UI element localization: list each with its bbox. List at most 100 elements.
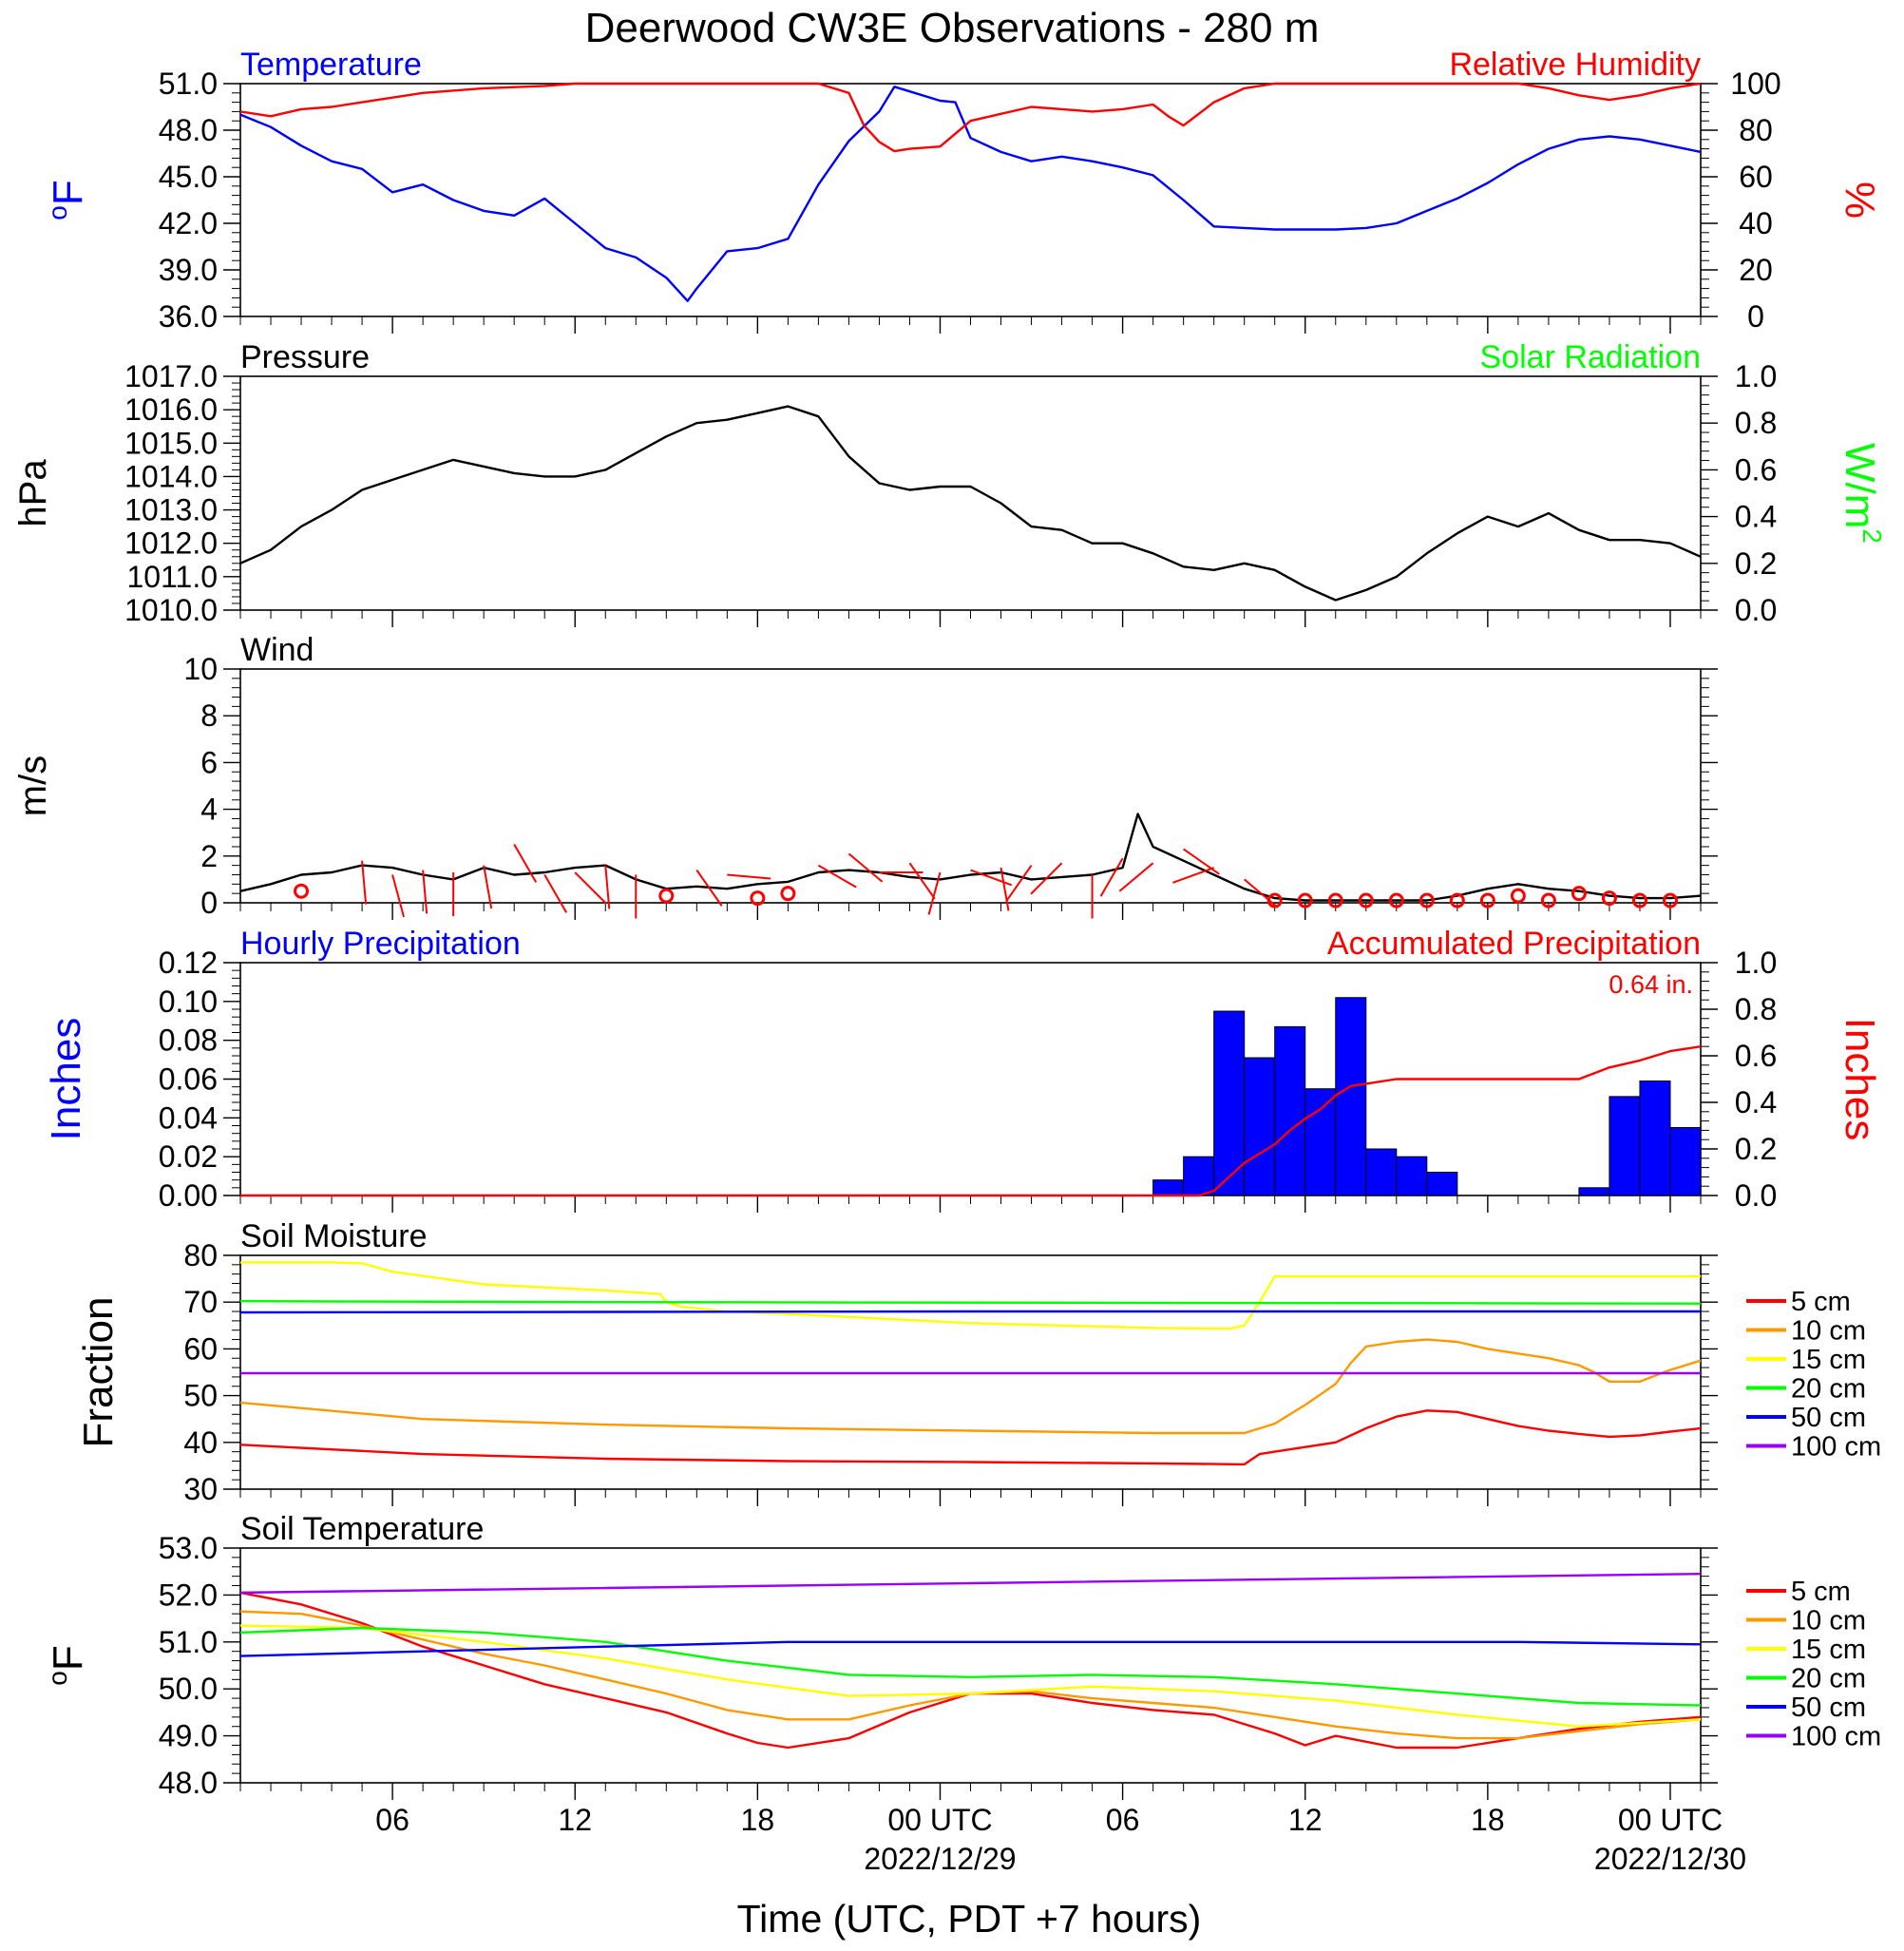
- series-line-50cm: [239, 1640, 1702, 1657]
- precip-bar: [1365, 1148, 1398, 1196]
- y-tick-label: 49.0: [159, 1719, 218, 1753]
- y-tick-label: 51.0: [159, 1625, 218, 1659]
- legend-label: 100 cm: [1791, 1722, 1881, 1752]
- legend-label: 20 cm: [1791, 1664, 1866, 1694]
- x-tick-label: 00 UTC: [1618, 1803, 1723, 1837]
- y-axis-label: m/s: [12, 756, 54, 816]
- legend-label: 15 cm: [1791, 1635, 1866, 1665]
- panel-temp_rh: 36.0 39.0 42.0 45.0 48.0 51.0 0 20 40 60 80 100 Temp…: [43, 47, 1883, 334]
- wind-barb: [817, 864, 857, 889]
- wind-calm-marker: [658, 888, 675, 904]
- x-tick-label: 12: [1288, 1803, 1323, 1837]
- y-tick-label: 30: [183, 1472, 218, 1506]
- wind-calm-marker: [1631, 892, 1647, 909]
- wind-barb: [1005, 865, 1033, 902]
- panel-title-right: Solar Radiation: [1480, 339, 1701, 375]
- wind-calm-marker: [1388, 892, 1404, 909]
- panel-soil_moisture: 30 40 50 60 70 80 Soil Moisture Fraction 5 cm10 …: [75, 1218, 1881, 1506]
- precip-bar: [1578, 1187, 1610, 1196]
- y-tick-label: 8: [200, 698, 218, 733]
- precip-bar: [1639, 1081, 1671, 1196]
- y2-tick-label: 60: [1739, 160, 1773, 194]
- y2-tick-label: 0.2: [1735, 1132, 1777, 1166]
- y2-tick-label: 0.6: [1735, 452, 1777, 487]
- y-tick-label: 52.0: [159, 1578, 218, 1612]
- accumulated-total-label: 0.64 in.: [1609, 970, 1693, 999]
- wind-barb: [361, 860, 368, 905]
- y-tick-label: 6: [200, 745, 218, 779]
- wind-barb: [1030, 862, 1063, 895]
- y2-axis-label: Inches: [1837, 1018, 1883, 1141]
- legend-label: 50 cm: [1791, 1403, 1866, 1433]
- wind-calm-marker: [1449, 892, 1465, 909]
- wind-barb: [1244, 878, 1279, 909]
- wind-calm-marker: [1662, 892, 1678, 909]
- y2-tick-label: 100: [1730, 67, 1780, 101]
- wind-calm-marker: [780, 886, 796, 902]
- wind-barb: [695, 869, 723, 907]
- wind-calm-marker: [1358, 892, 1374, 909]
- panel-title-left: Wind: [240, 632, 314, 668]
- x-tick-label: 06: [1106, 1803, 1140, 1837]
- series-line-5cm: [239, 1409, 1702, 1466]
- y-tick-label: 48.0: [159, 1766, 218, 1800]
- y-tick-label: 48.0: [159, 113, 218, 147]
- legend-label: 10 cm: [1791, 1316, 1866, 1347]
- x-tick-label: 06: [375, 1803, 409, 1837]
- y-axis-label: oF: [43, 180, 91, 220]
- y-tick-label: 1015.0: [124, 426, 218, 460]
- panel-title-left: Pressure: [240, 339, 370, 375]
- wind-barb: [513, 843, 538, 883]
- panels-group: 36.039.042.045.048.051.0020406080100Temp…: [12, 47, 1887, 1800]
- series-line-1: [239, 82, 1702, 153]
- y-tick-label: 1017.0: [124, 359, 218, 393]
- wind-calm-marker: [1418, 892, 1435, 909]
- wind-barb: [483, 865, 493, 909]
- precip-bar: [1335, 997, 1367, 1196]
- precip-bar: [1183, 1156, 1215, 1196]
- series-line-50cm: [239, 1310, 1701, 1314]
- legend-label: 100 cm: [1791, 1432, 1881, 1463]
- wind-calm-marker: [1266, 892, 1283, 909]
- precip-bar: [1213, 1010, 1246, 1196]
- panel-title-right: Relative Humidity: [1449, 47, 1701, 83]
- legend-label: 20 cm: [1791, 1374, 1866, 1405]
- series-line-100cm: [239, 1573, 1702, 1595]
- y-tick-label: 45.0: [159, 160, 218, 194]
- wind-barb: [1118, 862, 1154, 892]
- x-date-label: 2022/12/29: [864, 1842, 1016, 1876]
- precip-bar: [1609, 1096, 1641, 1196]
- wind-barb: [1172, 867, 1215, 884]
- panel-precip: 0.00 0.02 0.040.06 0.08 0.10 0.12 0.0 0.2 0.4 0.6…: [43, 926, 1883, 1213]
- wind-calm-marker: [1479, 892, 1495, 909]
- y-tick-label: 39.0: [159, 253, 218, 287]
- series-line-15cm: [239, 1624, 1702, 1728]
- y-tick-label: 70: [183, 1285, 218, 1319]
- panel-title-left: Temperature: [240, 47, 422, 83]
- y2-tick-label: 0.0: [1735, 1178, 1777, 1213]
- y-tick-label: 0: [200, 886, 218, 920]
- precip-bar: [1426, 1172, 1458, 1196]
- series-line-20cm: [239, 1300, 1702, 1305]
- y-tick-label: 0.10: [159, 985, 218, 1019]
- y-tick-label: 36.0: [159, 299, 218, 334]
- y-tick-label: 42.0: [159, 206, 218, 240]
- y-tick-label: 1010.0: [124, 593, 218, 627]
- y2-tick-label: 0.0: [1735, 593, 1777, 627]
- wind-barb: [727, 873, 771, 880]
- wind-calm-marker: [1601, 890, 1617, 907]
- panel-wind: 0 2 4 6 8 10 Wind m/s: [12, 632, 1718, 920]
- wind-calm-marker: [1540, 892, 1556, 909]
- x-tick-label: 12: [558, 1803, 592, 1837]
- y-tick-label: 50.0: [159, 1672, 218, 1706]
- precip-bar: [1152, 1179, 1185, 1196]
- precip-bar: [1396, 1156, 1428, 1196]
- wind-barb: [543, 873, 568, 913]
- wind-barb: [1183, 848, 1220, 875]
- panel-title-left: Soil Temperature: [240, 1511, 484, 1547]
- y-tick-label: 80: [183, 1238, 218, 1272]
- panel-title-left: Soil Moisture: [240, 1218, 428, 1254]
- x-date-label: 2022/12/30: [1594, 1842, 1746, 1876]
